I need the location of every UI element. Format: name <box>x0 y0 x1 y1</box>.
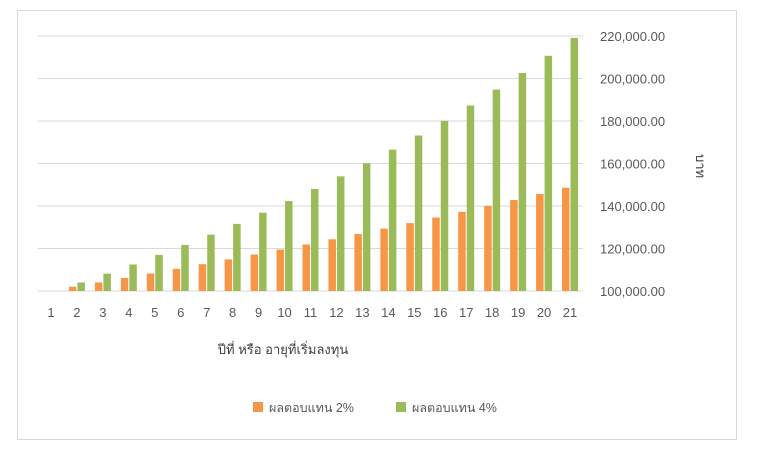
x-tick-label: 18 <box>485 305 499 320</box>
bar-4pct-year-9 <box>259 212 267 291</box>
bar-4pct-year-3 <box>103 273 111 291</box>
x-tick-label: 4 <box>125 305 132 320</box>
y-tick-label: 180,000.00 <box>600 114 665 129</box>
y-tick-label: 140,000.00 <box>600 199 665 214</box>
bar-2pct-year-9 <box>250 254 259 291</box>
bar-2pct-year-20 <box>536 193 544 291</box>
bar-4pct-year-10 <box>285 201 293 291</box>
bar-4pct-year-2 <box>77 282 85 291</box>
legend-label-4pct: ผลตอบแทน 4% <box>412 401 497 415</box>
x-tick-label: 6 <box>177 305 184 320</box>
y-tick-label: 200,000.00 <box>600 72 665 87</box>
gridlines <box>38 35 583 292</box>
x-tick-label: 14 <box>381 305 395 320</box>
x-tick-label: 12 <box>329 305 343 320</box>
x-tick-label: 20 <box>537 305 551 320</box>
bar-4pct-year-6 <box>181 244 189 291</box>
bar-2pct-year-21 <box>562 187 570 291</box>
legend-swatch-2pct <box>253 402 263 412</box>
legend-label-2pct: ผลตอบแทน 2% <box>269 401 354 415</box>
bar-4pct-year-12 <box>336 176 345 291</box>
y-tick-label: 220,000.00 <box>600 29 665 44</box>
bar-4pct-year-19 <box>518 73 527 291</box>
bar-4pct-year-20 <box>544 55 553 292</box>
x-axis-title: ปีที่ หรือ อายุที่เริ่มลงทุน <box>217 341 349 358</box>
y-tick-label: 100,000.00 <box>600 284 665 299</box>
x-tick-label: 7 <box>203 305 210 320</box>
x-tick-label: 13 <box>355 305 369 320</box>
x-tick-label: 11 <box>304 305 318 320</box>
x-tick-labels: 1 2 3 4 5 6 7 8 9 10 11 12 13 14 15 16 17 18 19 20 21 <box>47 305 577 320</box>
bar-2pct-year-10 <box>276 249 285 291</box>
bar-4pct-year-13 <box>362 163 371 291</box>
bar-2pct-year-19 <box>510 199 518 291</box>
x-tick-label: 1 <box>47 305 54 320</box>
x-tick-label: 21 <box>563 305 577 320</box>
chart-frame: 1 2 3 4 5 6 7 8 9 10 11 12 13 14 15 16 17 18 19 20 21 220,00… <box>17 10 737 440</box>
bar-2pct-year-4 <box>120 277 129 291</box>
bar-2pct-year-7 <box>198 264 207 291</box>
bar-4pct-year-11 <box>311 188 319 291</box>
x-tick-label: 15 <box>407 305 421 320</box>
legend: ผลตอบแทน 2% ผลตอบแทน 4% <box>253 401 497 415</box>
bar-4pct-year-17 <box>466 105 475 291</box>
legend-swatch-4pct <box>396 402 406 412</box>
x-tick-label: 8 <box>229 305 236 320</box>
bar-2pct-year-15 <box>406 223 414 291</box>
x-tick-label: 19 <box>511 305 525 320</box>
x-tick-label: 9 <box>255 305 262 320</box>
bar-2pct-year-13 <box>354 233 362 291</box>
bar-4pct-year-15 <box>414 135 423 291</box>
bar-4pct-year-7 <box>207 234 215 291</box>
chart-svg: 1 2 3 4 5 6 7 8 9 10 11 12 13 14 15 16 17 18 19 20 21 220,00… <box>38 29 708 415</box>
bar-2pct-year-8 <box>224 259 233 291</box>
bar-2pct-year-5 <box>146 273 155 291</box>
bar-4pct-year-18 <box>492 89 501 291</box>
y-tick-labels: 220,000.00 200,000.00 180,000.00 160,000.00… <box>600 29 665 299</box>
bar-4pct-year-14 <box>388 149 397 291</box>
bar-4pct-year-5 <box>155 254 163 291</box>
x-tick-label: 16 <box>433 305 447 320</box>
bar-2pct-year-6 <box>172 268 181 291</box>
x-tick-label: 2 <box>73 305 80 320</box>
x-tick-label: 5 <box>151 305 158 320</box>
x-tick-label: 17 <box>459 305 473 320</box>
bar-2pct-year-16 <box>432 217 440 291</box>
bar-2pct-year-12 <box>328 239 336 291</box>
bar-4pct-year-21 <box>570 37 579 292</box>
bar-4pct-year-4 <box>129 264 137 291</box>
x-tick-label: 3 <box>99 305 106 320</box>
bar-2pct-year-2 <box>68 286 77 291</box>
bar-4pct-year-16 <box>440 120 449 291</box>
y-tick-label: 160,000.00 <box>600 157 665 172</box>
bar-2pct-year-14 <box>380 228 388 291</box>
bar-2pct-year-3 <box>94 282 103 291</box>
bar-2pct-year-18 <box>484 205 492 291</box>
y-tick-label: 120,000.00 <box>600 242 665 257</box>
bar-2pct-year-17 <box>458 211 466 291</box>
x-tick-label: 10 <box>277 305 291 320</box>
bars <box>68 37 579 292</box>
bar-4pct-year-8 <box>233 223 241 291</box>
y-axis-title: บาท <box>693 154 708 178</box>
bar-2pct-year-11 <box>302 244 310 291</box>
